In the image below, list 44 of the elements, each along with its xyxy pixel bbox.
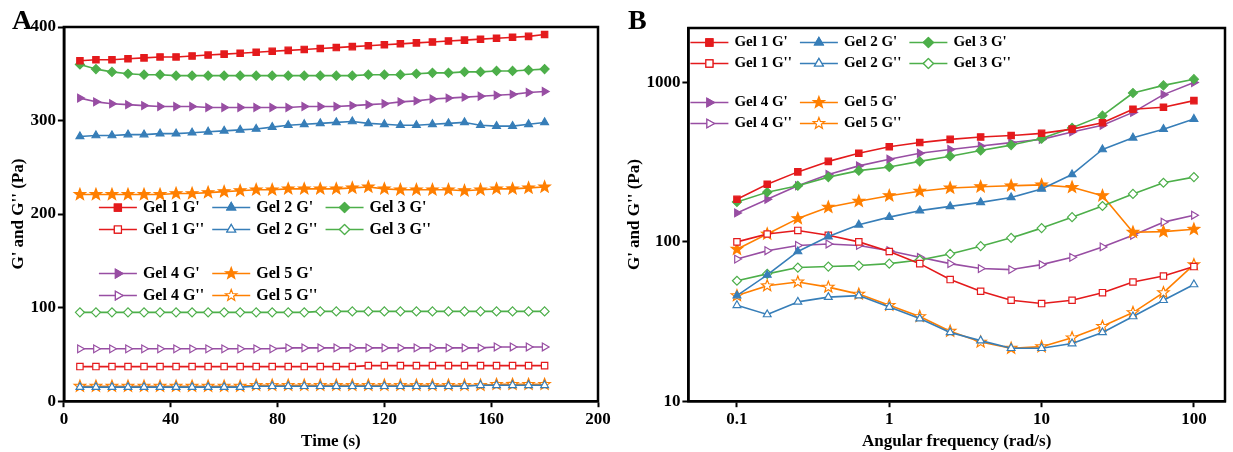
y-tick-label: 100 — [654, 231, 681, 251]
legend-label: Gel 4 G' — [734, 93, 788, 110]
y-tick-label: 100 — [30, 297, 56, 317]
x-tick-label: 0 — [59, 408, 69, 428]
y-tick-label: 200 — [30, 203, 56, 223]
legend-label: Gel 3 G' — [953, 33, 1007, 50]
legend-label: Gel 2 G' — [256, 197, 314, 215]
y-tick-label: 10 — [663, 390, 681, 410]
x-tick-label: 160 — [478, 408, 504, 428]
x-tick-label: 10 — [1033, 408, 1051, 428]
y-axis-title: G' and G'' (Pa) — [7, 158, 27, 270]
legend-label: Gel 2 G' — [843, 33, 898, 50]
legend-label: Gel 1 G'' — [734, 54, 792, 71]
y-tick-label: 0 — [47, 390, 56, 410]
legend-label: Gel 5 G' — [256, 263, 314, 281]
legend-label: Gel 5 G'' — [256, 285, 318, 303]
x-axis-title: Angular frequency (rad/s) — [862, 431, 1052, 451]
x-tick-label: 100 — [1181, 408, 1207, 428]
legend-label: Gel 4 G' — [142, 263, 200, 281]
chart-title: B — [628, 4, 647, 36]
legend-label: Gel 3 G'' — [369, 219, 431, 237]
x-tick-label: 40 — [162, 408, 180, 428]
x-tick-label: 1 — [885, 408, 894, 428]
legend-label: Gel 5 G' — [843, 93, 898, 110]
y-tick-label: 400 — [30, 16, 56, 36]
legend-label: Gel 4 G'' — [734, 114, 792, 131]
legend-label: Gel 2 G'' — [256, 219, 318, 237]
legend-label: Gel 2 G'' — [843, 54, 902, 71]
x-tick-label: 80 — [269, 408, 287, 428]
legend-label: Gel 1 G' — [734, 33, 788, 50]
legend-label: Gel 5 G'' — [843, 114, 902, 131]
y-tick-label: 1000 — [646, 71, 681, 91]
x-tick-label: 120 — [371, 408, 398, 428]
y-tick-label: 300 — [30, 109, 56, 129]
x-axis-title: Time (s) — [301, 431, 361, 451]
legend-label: Gel 3 G'' — [953, 54, 1011, 71]
y-axis-title: G' and G'' (Pa) — [623, 159, 643, 271]
x-tick-label: 0.1 — [726, 408, 748, 428]
legend-label: Gel 1 G' — [142, 197, 200, 215]
legend-label: Gel 3 G' — [369, 197, 427, 215]
chart-title: A — [12, 4, 33, 36]
legend-label: Gel 1 G'' — [142, 219, 205, 237]
x-tick-label: 200 — [585, 408, 611, 428]
legend-label: Gel 4 G'' — [142, 285, 205, 303]
